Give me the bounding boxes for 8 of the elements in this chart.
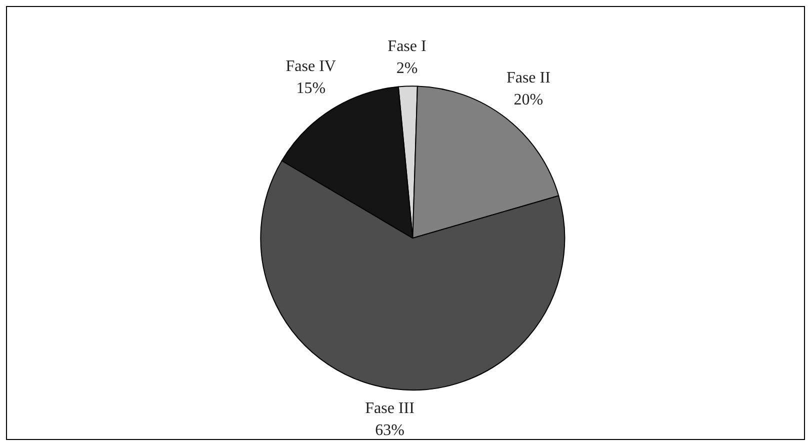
data-label: 63%: [375, 422, 404, 440]
slice-label: Fase III: [365, 400, 414, 418]
slice-label: Fase I: [388, 38, 426, 56]
slice-label: Fase II: [506, 69, 550, 86]
data-label: 20%: [514, 91, 544, 108]
data-label: 2%: [396, 60, 418, 78]
slice-label: Fase IV: [286, 58, 336, 76]
data-label: 15%: [296, 80, 326, 98]
